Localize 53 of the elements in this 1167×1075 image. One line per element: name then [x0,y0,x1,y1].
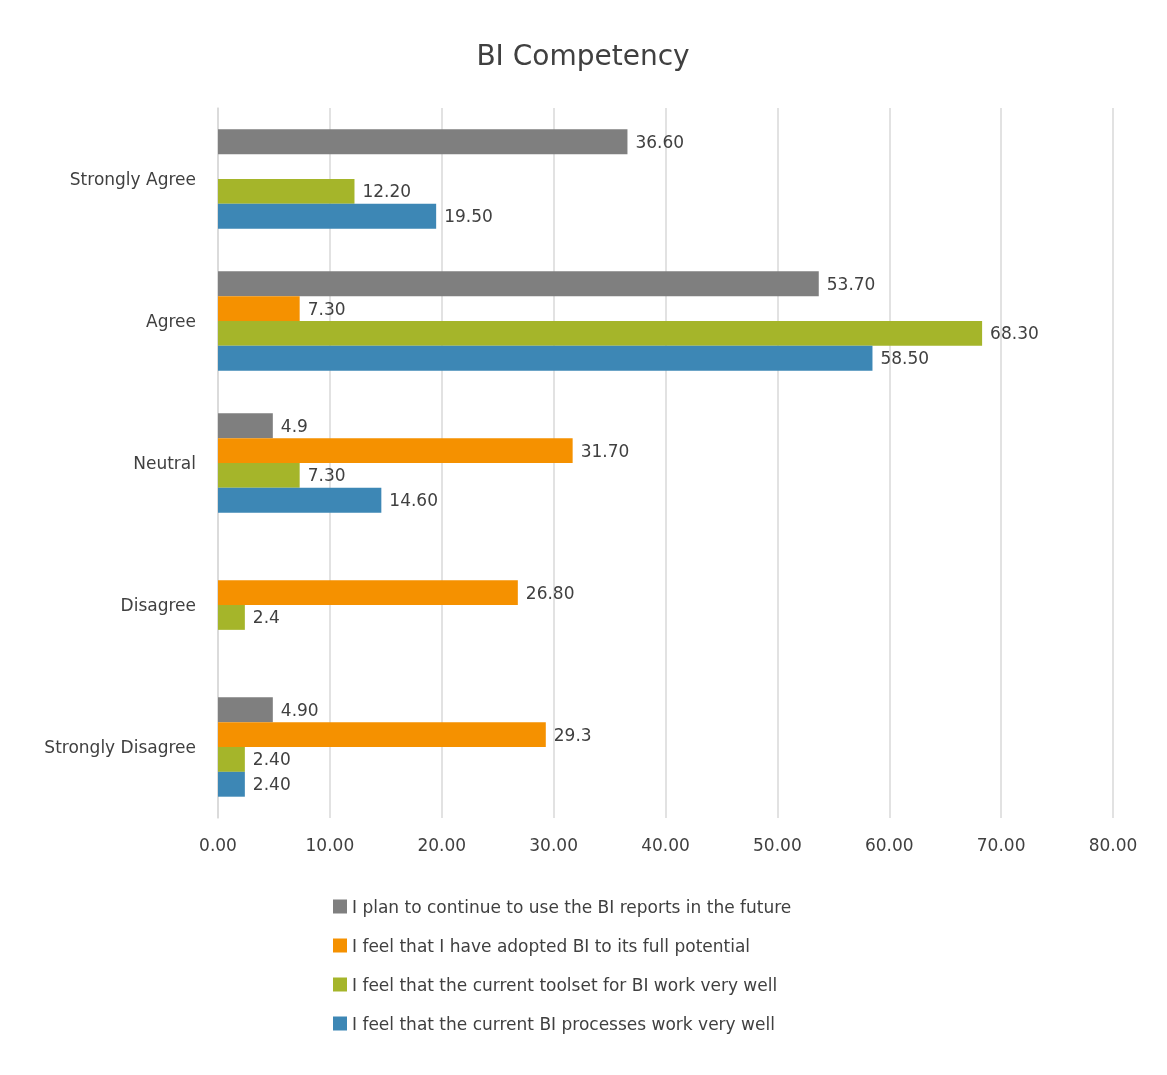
bar [218,345,873,371]
chart-title: BI Competency [476,38,690,72]
bar [218,747,245,772]
bar [218,179,355,204]
bar [218,697,273,723]
legend-label: I feel that I have adopted BI to its full potential [352,935,751,956]
bar [218,771,245,797]
x-tick-label: 20.00 [417,834,467,855]
bar [218,129,628,155]
data-label: 19.50 [444,206,493,227]
bar [218,605,245,630]
data-label: 2.40 [252,749,291,770]
y-tick-label: Strongly Disagree [44,737,196,757]
bar [218,413,273,439]
data-label: 68.30 [990,323,1039,344]
data-label: 58.50 [880,348,930,369]
data-label: 4.90 [280,699,319,720]
y-tick-label: Disagree [120,595,196,615]
data-label: 29.3 [553,724,592,745]
x-tick-label: 0.00 [199,834,237,855]
x-tick-label: 40.00 [641,834,690,855]
x-tick-label: 70.00 [976,834,1026,855]
bar [218,722,546,747]
data-label: 14.60 [389,490,439,511]
legend-label: I feel that the current BI processes work very well [352,1013,775,1034]
bar [218,271,819,297]
bar [218,580,518,605]
x-tick-label: 10.00 [305,834,355,855]
x-tick-label: 30.00 [529,834,578,855]
x-tick-label: 60.00 [864,834,914,855]
data-label: 7.30 [307,298,346,319]
y-tick-label: Strongly Agree [69,169,196,189]
bar [218,203,437,229]
x-tick-label: 50.00 [753,834,802,855]
x-tick-label: 80.00 [1088,834,1138,855]
bar [218,296,300,321]
y-tick-label: Agree [146,311,196,331]
bar [218,438,573,463]
data-label: 36.60 [635,131,685,152]
data-label: 31.70 [580,440,630,461]
data-label: 2.4 [252,607,280,628]
legend-label: I plan to continue to use the BI reports in the future [352,896,792,917]
data-label: 53.70 [826,273,876,294]
bar [218,463,300,488]
data-label: 7.30 [307,465,346,486]
legend-label: I feel that the current toolset for BI work very well [352,974,778,995]
y-tick-label: Neutral [133,453,196,473]
data-label: 2.40 [252,774,291,795]
data-label: 26.80 [525,582,575,603]
data-label: 4.9 [280,415,308,436]
data-label: 12.20 [362,181,412,202]
bar [218,321,983,346]
bar [218,487,382,513]
